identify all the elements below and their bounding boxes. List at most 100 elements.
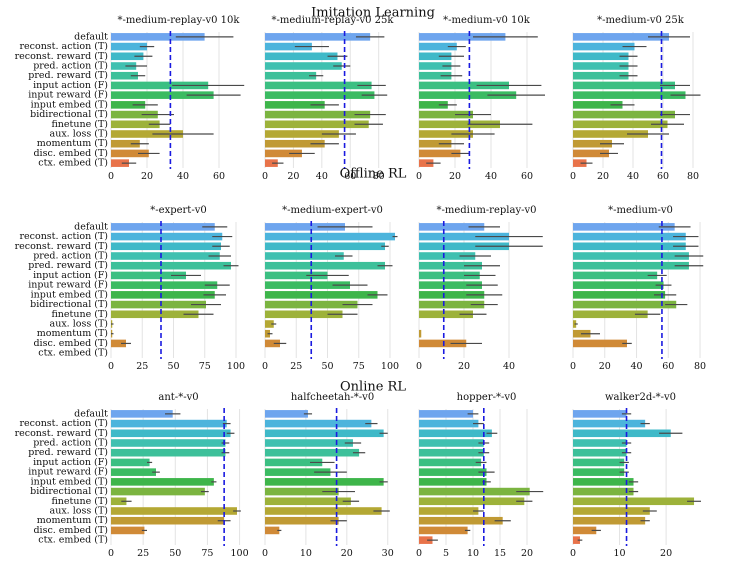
panel: *-medium-v0 0 20 40 60 80 (570, 205, 706, 372)
bar-8 (111, 300, 206, 309)
tick-label: 10 (467, 548, 479, 559)
tick-label: 20 (449, 171, 461, 182)
tick-label: 10 (300, 548, 312, 559)
bar-12 (265, 339, 280, 348)
category-label: pred. action (T) (33, 61, 108, 72)
bar-0 (573, 33, 669, 41)
section-title: Imitation Learning (311, 6, 435, 21)
bar-12 (573, 339, 627, 348)
bar-0 (111, 33, 205, 41)
bar-1 (111, 419, 227, 428)
bar-9 (419, 310, 473, 319)
bar-3 (265, 439, 353, 447)
bar-9 (573, 310, 648, 319)
tick-label: 80 (694, 361, 706, 372)
tick-label: 20 (599, 361, 611, 372)
tick-label: 80 (687, 171, 699, 182)
bar-0 (265, 33, 371, 41)
bar-6 (573, 281, 664, 289)
bar-9 (573, 497, 695, 506)
bar-12 (111, 149, 149, 158)
panel-title: *-expert-v0 (150, 205, 206, 216)
category-label: bidirectional (T) (30, 299, 108, 310)
tick-label: 60 (213, 171, 225, 182)
panel-title: *-medium-replay-v0 25k (272, 15, 395, 26)
category-label: input action (F) (33, 457, 108, 468)
bar-9 (573, 120, 668, 129)
panel-title: ant-*-v0 (158, 392, 198, 403)
bar-6 (419, 468, 487, 476)
bar-1 (265, 419, 372, 428)
category-label: input embed (T) (31, 476, 108, 487)
tick-label: 60 (521, 171, 533, 182)
category-label: disc. embed (T) (33, 148, 108, 159)
bar-7 (111, 291, 215, 299)
tick-label: 20 (458, 361, 470, 372)
tick-label: 75 (353, 361, 365, 372)
bar-1 (265, 42, 312, 51)
category-label: aux. loss (T) (50, 319, 108, 330)
bar-0 (111, 410, 173, 418)
bar-7 (573, 291, 666, 299)
bar-9 (265, 497, 351, 506)
panel: walker2d-*-v0 0 10 20 (570, 392, 702, 559)
bar-8 (419, 110, 473, 119)
tick-label: 60 (344, 171, 356, 182)
bar-11 (419, 139, 452, 148)
bar-5 (573, 271, 658, 280)
bar-9 (111, 310, 199, 319)
bar-11 (573, 139, 612, 148)
bar-5 (111, 271, 186, 280)
tick-label: 75 (201, 548, 213, 559)
bar-7 (265, 101, 325, 109)
tick-label: 40 (177, 171, 189, 182)
tick-label: 10 (614, 548, 626, 559)
bar-8 (419, 300, 485, 309)
bar-8 (111, 487, 205, 496)
category-label: input reward (F) (28, 467, 108, 478)
bar-13 (111, 159, 129, 167)
bar-4 (265, 261, 385, 270)
bar-4 (419, 448, 484, 457)
category-label: input action (F) (33, 270, 108, 281)
bar-0 (419, 410, 473, 418)
bar-13 (419, 536, 433, 544)
bar-13 (265, 159, 278, 167)
category-label: finetune (T) (51, 119, 108, 130)
bar-5 (419, 271, 480, 280)
bar-6 (265, 91, 375, 99)
tick-label: 30 (382, 548, 394, 559)
bar-6 (111, 281, 218, 289)
bar-11 (573, 516, 646, 525)
bar-0 (573, 410, 627, 418)
bar-4 (573, 448, 627, 457)
tick-label: 20 (660, 548, 672, 559)
bar-13 (573, 159, 587, 167)
panel: halfcheetah-*-v0 0 10 20 30 (262, 392, 394, 559)
panel: *-medium-v0 10k 0 20 40 60 (416, 15, 545, 182)
bar-2 (265, 52, 338, 61)
bar-1 (573, 42, 635, 51)
tick-label: 0 (262, 171, 268, 182)
bar-3 (265, 252, 344, 260)
tick-label: 20 (287, 171, 299, 182)
tick-label: 40 (503, 361, 515, 372)
bar-1 (111, 42, 147, 51)
bar-11 (419, 516, 503, 525)
bar-5 (573, 81, 675, 90)
bar-8 (111, 110, 158, 119)
panel-title: *-medium-v0 10k (443, 15, 531, 26)
bar-2 (573, 429, 671, 438)
category-label: pred. reward (T) (28, 70, 108, 81)
category-label: default (74, 221, 108, 232)
bar-4 (419, 261, 482, 270)
bar-9 (265, 310, 343, 319)
tick-label: 40 (485, 171, 497, 182)
category-label: reconst. reward (T) (15, 241, 108, 252)
tick-label: 0 (416, 548, 422, 559)
bar-8 (573, 110, 675, 119)
bar-3 (111, 439, 226, 447)
panel-title: halfcheetah-*-v0 (291, 392, 374, 403)
panel-title: hopper-*-v0 (457, 392, 517, 403)
